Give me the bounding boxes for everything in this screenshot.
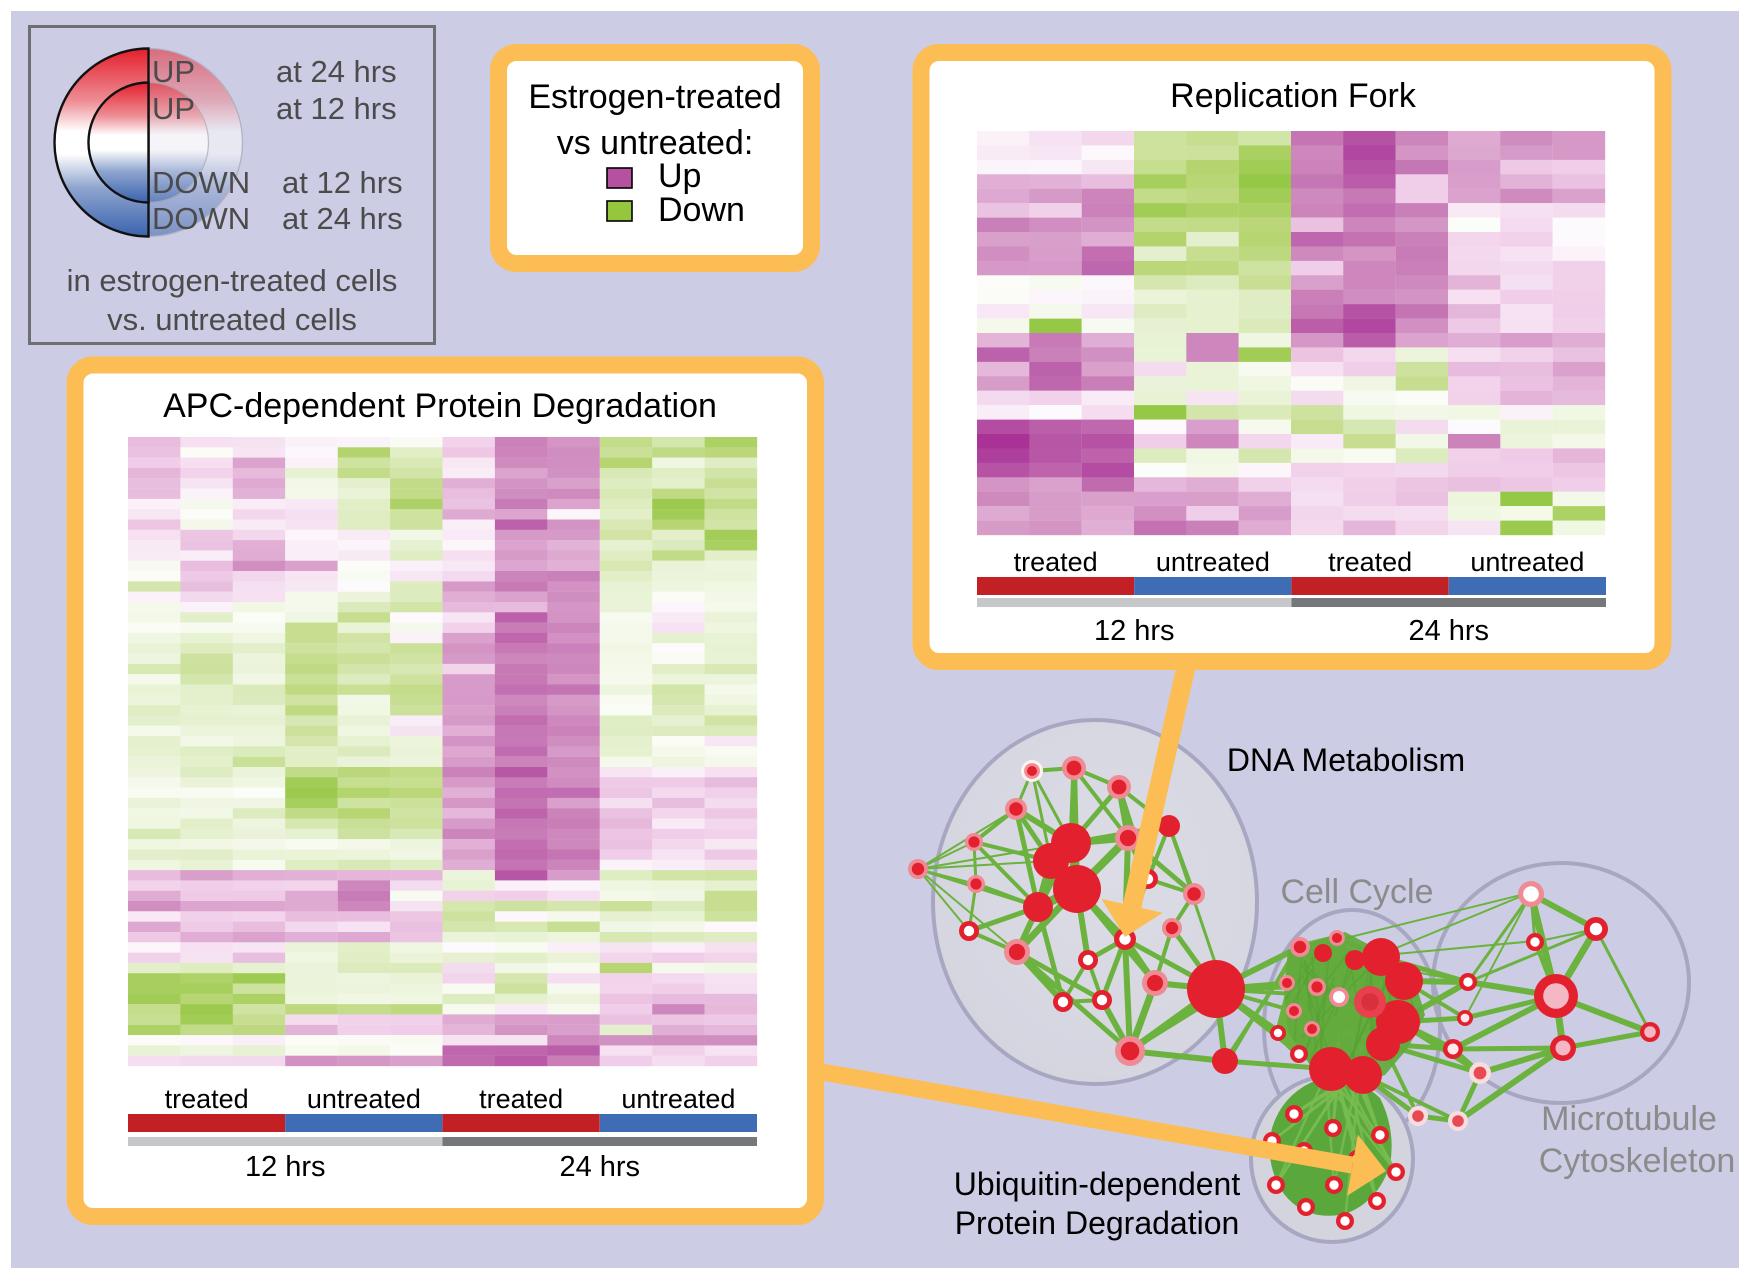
svg-text:24 hrs: 24 hrs [1408, 615, 1489, 647]
svg-text:Estrogen-treated: Estrogen-treated [528, 78, 781, 116]
svg-text:DOWN: DOWN [152, 201, 250, 236]
svg-text:APC-dependent Protein Degradat: APC-dependent Protein Degradation [163, 387, 717, 425]
svg-text:DNA Metabolism: DNA Metabolism [1227, 742, 1465, 778]
svg-text:Down: Down [658, 191, 745, 229]
svg-text:untreated: untreated [307, 1084, 421, 1114]
svg-text:treated: treated [479, 1084, 563, 1114]
svg-text:UP: UP [152, 91, 195, 126]
svg-text:Cell Cycle: Cell Cycle [1280, 873, 1433, 911]
svg-text:treated: treated [165, 1084, 249, 1114]
svg-text:untreated: untreated [621, 1084, 735, 1114]
svg-text:12 hrs: 12 hrs [245, 1151, 326, 1183]
svg-text:DOWN: DOWN [152, 165, 250, 200]
svg-text:Ubiquitin-dependent: Ubiquitin-dependent [954, 1166, 1241, 1202]
svg-text:24 hrs: 24 hrs [559, 1151, 640, 1183]
svg-text:at 12 hrs: at 12 hrs [282, 165, 403, 200]
svg-text:in estrogen-treated cells: in estrogen-treated cells [67, 263, 398, 298]
svg-text:at 24 hrs: at 24 hrs [276, 54, 397, 89]
svg-text:untreated: untreated [1470, 547, 1584, 577]
svg-text:treated: treated [1014, 547, 1098, 577]
svg-text:Protein Degradation: Protein Degradation [955, 1205, 1240, 1241]
svg-text:Cytoskeleton: Cytoskeleton [1539, 1142, 1736, 1180]
svg-text:untreated: untreated [1156, 547, 1270, 577]
svg-text:at 12 hrs: at 12 hrs [276, 91, 397, 126]
svg-text:Replication Fork: Replication Fork [1170, 77, 1417, 115]
svg-text:treated: treated [1328, 547, 1412, 577]
svg-text:Microtubule: Microtubule [1541, 1100, 1717, 1138]
svg-text:at 24 hrs: at 24 hrs [282, 201, 403, 236]
svg-text:vs untreated:: vs untreated: [557, 124, 754, 162]
svg-text:Up: Up [658, 157, 701, 195]
svg-text:vs. untreated cells: vs. untreated cells [107, 302, 357, 337]
svg-text:UP: UP [152, 54, 195, 89]
svg-text:12 hrs: 12 hrs [1094, 615, 1175, 647]
